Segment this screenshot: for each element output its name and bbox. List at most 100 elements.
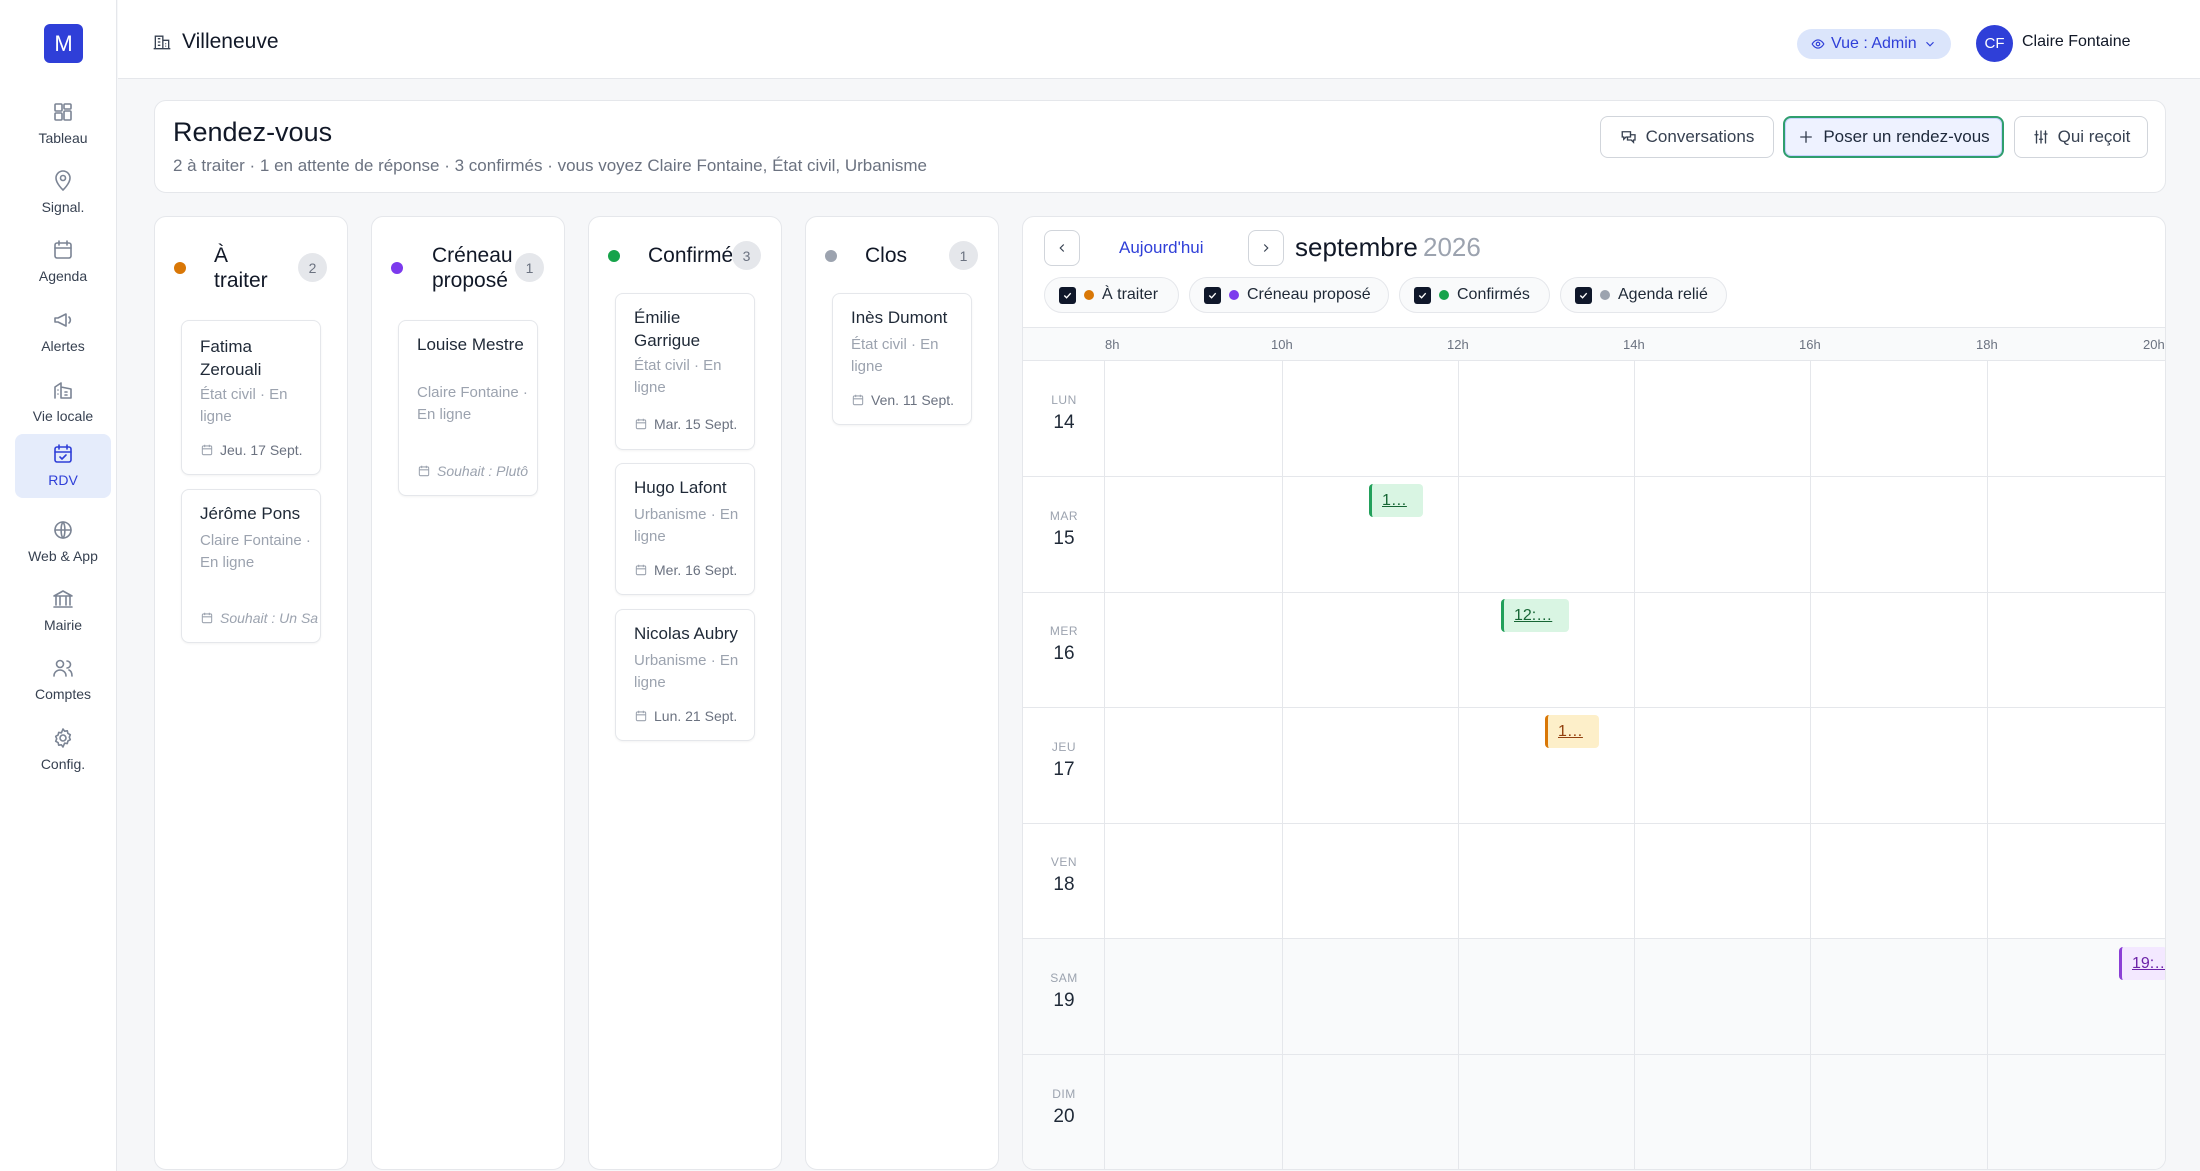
- eye-icon: [1811, 39, 1825, 49]
- filter-creneau-propose[interactable]: Créneau proposé: [1189, 277, 1389, 313]
- appointment-card[interactable]: Louise Mestre Claire Fontaine · En ligne…: [398, 320, 538, 496]
- card-name: Jérôme Pons: [200, 504, 301, 523]
- sidebar-item-label: RDV: [48, 472, 78, 488]
- page-title: Rendez-vous: [173, 117, 333, 147]
- calendar-year: 2026: [1423, 232, 1481, 262]
- appointment-card[interactable]: Émilie Garrigue État civil · En ligne Ma…: [615, 293, 755, 450]
- user-name[interactable]: Claire Fontaine: [2022, 33, 2131, 50]
- day-of-week: SAM: [1050, 971, 1078, 985]
- dashboard-icon: [54, 103, 72, 121]
- prev-week-button[interactable]: [1044, 230, 1080, 266]
- card-meta: État civil · En ligne: [851, 336, 939, 375]
- day-row[interactable]: LUN 14: [1023, 361, 2165, 477]
- calendar-icon: [418, 465, 430, 477]
- card-name: Hugo Lafont: [634, 478, 727, 497]
- checkbox-checked[interactable]: [1575, 286, 1592, 304]
- sidebar-item-signal[interactable]: Signal.: [15, 161, 111, 225]
- today-button[interactable]: Aujourd'hui: [1119, 238, 1204, 257]
- view-mode-label: Vue : Admin: [1831, 35, 1917, 52]
- day-number: 17: [1053, 759, 1075, 780]
- hour-label: 18h: [1976, 337, 1998, 352]
- check-icon: [1579, 292, 1588, 299]
- buildings-icon: [54, 382, 72, 399]
- column-count-badge: 2: [298, 253, 327, 282]
- sidebar-item-mairie[interactable]: Mairie: [15, 579, 111, 643]
- day-number: 19: [1053, 990, 1075, 1011]
- filter-agenda-relie[interactable]: Agenda relié: [1560, 277, 1727, 313]
- who-receives-button[interactable]: Qui reçoit: [2014, 116, 2148, 158]
- checkbox-checked[interactable]: [1204, 286, 1221, 304]
- card-name: Fatima Zerouali: [200, 337, 262, 379]
- appointment-card[interactable]: Fatima Zerouali État civil · En ligne Je…: [181, 320, 321, 475]
- hour-label: 8h: [1105, 337, 1120, 352]
- hour-label: 10h: [1271, 337, 1293, 352]
- appointment-card[interactable]: Nicolas Aubry Urbanisme · En ligne Lun. …: [615, 609, 755, 741]
- users-icon: [53, 659, 73, 677]
- card-meta: Urbanisme · En ligne: [634, 652, 739, 691]
- day-of-week: LUN: [1051, 393, 1077, 407]
- day-row[interactable]: SAM 19: [1023, 939, 2165, 1055]
- filter-label: Agenda relié: [1618, 286, 1708, 303]
- sidebar-item-config[interactable]: Config.: [15, 718, 111, 782]
- hour-label: 16h: [1799, 337, 1821, 352]
- appointment-card[interactable]: Jérôme Pons Claire Fontaine · En ligne S…: [181, 489, 321, 643]
- sidebar-item-label: Vie locale: [32, 408, 94, 424]
- hours-header: 8h 10h 12h 14h 16h 18h 20h: [1023, 327, 2165, 361]
- card-date: Ven. 11 Sept.: [851, 392, 954, 408]
- card-date: Lun. 21 Sept.: [634, 708, 737, 724]
- calendar-icon: [201, 612, 213, 624]
- sidebar-item-tableau[interactable]: Tableau: [15, 92, 111, 156]
- calendar-event[interactable]: 1…: [1369, 484, 1423, 517]
- checkbox-checked[interactable]: [1414, 286, 1431, 304]
- card-date: Jeu. 17 Sept.: [200, 442, 303, 458]
- app-logo[interactable]: M: [44, 24, 83, 63]
- day-number: 18: [1053, 874, 1075, 895]
- chat-bubbles-icon: [1621, 131, 1636, 144]
- sidebar-item-label: Web & App: [28, 548, 98, 564]
- sidebar: M Tableau Signal. Agenda Alertes Vie loc…: [0, 0, 117, 1171]
- day-row[interactable]: JEU 17: [1023, 708, 2165, 824]
- kanban-column-clos: Clos 1 Inès Dumont État civil · En ligne…: [805, 216, 999, 1170]
- building-icon: [153, 35, 171, 50]
- status-dot: [1084, 290, 1094, 300]
- town-selector[interactable]: Villeneuve: [152, 30, 279, 54]
- sidebar-item-vie-locale[interactable]: Vie locale: [15, 370, 111, 434]
- checkbox-checked[interactable]: [1059, 286, 1076, 304]
- appointment-card[interactable]: Hugo Lafont Urbanisme · En ligne Mer. 16…: [615, 463, 755, 595]
- day-of-week: MER: [1049, 624, 1079, 638]
- calendar-check-icon: [54, 444, 72, 463]
- day-row[interactable]: MAR 15: [1023, 477, 2165, 593]
- globe-icon: [54, 521, 72, 539]
- filter-confirmes[interactable]: Confirmés: [1399, 277, 1550, 313]
- calendar-event[interactable]: 19:…: [2119, 947, 2165, 980]
- conversations-button[interactable]: Conversations: [1600, 116, 1774, 158]
- day-row[interactable]: VEN 18: [1023, 823, 2165, 939]
- sidebar-item-alertes[interactable]: Alertes: [15, 300, 111, 364]
- next-week-button[interactable]: [1248, 230, 1284, 266]
- status-dot: [1600, 290, 1610, 300]
- filter-a-traiter[interactable]: À traiter: [1044, 277, 1179, 313]
- avatar[interactable]: CF: [1976, 25, 2013, 62]
- calendar-event[interactable]: 12:…: [1501, 599, 1569, 632]
- appointment-card[interactable]: Inès Dumont État civil · En ligne Ven. 1…: [832, 293, 972, 425]
- hour-gridline: [1458, 361, 1459, 1169]
- day-of-week: DIM: [1052, 1087, 1076, 1101]
- view-mode-selector[interactable]: Vue : Admin: [1797, 29, 1951, 59]
- sidebar-item-agenda[interactable]: Agenda: [15, 230, 111, 294]
- column-count-badge: 3: [732, 241, 761, 270]
- new-appointment-button[interactable]: Poser un rendez-vous: [1783, 116, 2004, 158]
- sidebar-item-label: Config.: [40, 756, 86, 772]
- day-number: 15: [1053, 528, 1075, 549]
- sidebar-item-rdv[interactable]: RDV: [15, 434, 111, 498]
- column-title: Clos: [865, 244, 908, 267]
- check-icon: [1063, 292, 1072, 299]
- check-icon: [1418, 292, 1427, 299]
- day-row[interactable]: DIM 20: [1023, 1055, 2165, 1169]
- day-row[interactable]: MER 16: [1023, 592, 2165, 708]
- card-date: Mar. 15 Sept.: [634, 416, 737, 432]
- sidebar-item-label: Mairie: [43, 617, 83, 633]
- sidebar-item-web-app[interactable]: Web & App: [15, 510, 111, 574]
- status-dot: [174, 262, 186, 274]
- sidebar-item-comptes[interactable]: Comptes: [15, 648, 111, 712]
- calendar-event[interactable]: 1…: [1545, 715, 1599, 748]
